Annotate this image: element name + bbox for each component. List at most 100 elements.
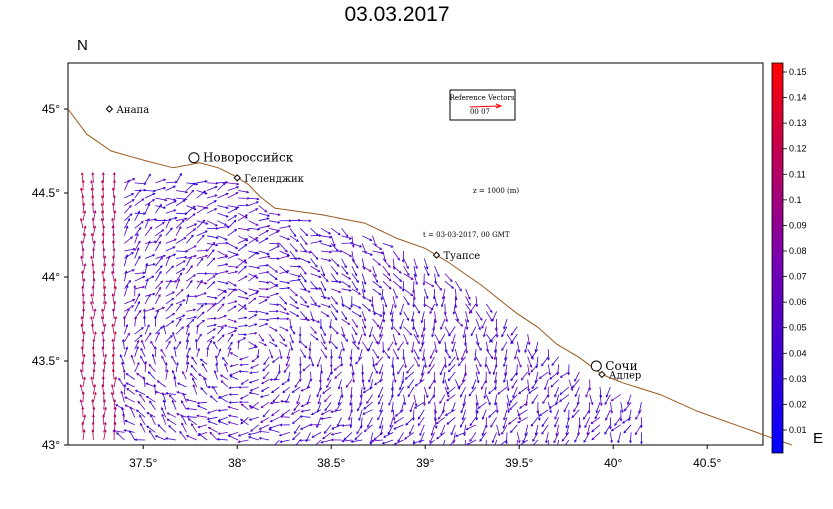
current-vector [134,233,139,244]
current-vector [238,190,249,193]
current-vector [442,402,446,414]
current-vector-head [248,418,252,421]
current-vector-head [147,371,151,375]
current-vector-head [205,206,209,210]
current-vector [93,271,95,282]
current-vector [124,308,130,320]
current-vector [320,364,323,374]
current-vector [217,235,228,241]
current-vector [258,271,269,274]
current-vector-head [124,419,128,423]
current-vector-head [399,326,403,330]
current-vector [269,230,279,237]
current-vector-head [193,308,197,312]
current-vector [350,417,353,428]
current-vector-head [192,213,196,216]
current-vector-head [556,372,560,376]
current-vector [124,218,130,229]
current-vector [405,371,415,380]
current-vector-head [254,344,258,347]
current-vector-head [576,402,580,406]
colorbar-tick-label: 0.02 [789,399,807,409]
current-vector-head [412,290,415,294]
current-vector [444,386,450,398]
current-vector [249,405,259,411]
current-vector [131,355,136,365]
current-vector [136,409,146,418]
current-vector-head [342,334,346,338]
current-vector [144,193,155,199]
current-vector-head [415,282,418,286]
current-vector [155,205,166,209]
current-vector [444,356,447,368]
current-vector-head [111,270,114,274]
current-vector [212,386,218,395]
current-vector [403,273,414,280]
current-vector [370,379,373,389]
current-vector-head [362,289,366,294]
current-vector [292,432,301,440]
current-vector [165,312,175,320]
current-vector [103,422,106,433]
current-vector-head [194,223,198,227]
current-vector [382,341,384,353]
current-vector-head [352,259,355,263]
current-vector [103,399,105,410]
current-vector-head [137,210,141,214]
current-vector-head [134,389,138,393]
current-vector-head [125,373,129,376]
current-vector [165,181,178,184]
current-vector [441,296,446,307]
current-vector [208,420,218,426]
current-vector [112,339,115,350]
current-vector [414,401,425,409]
current-vector [475,402,478,414]
current-vector [492,432,497,443]
current-vector-head [291,340,294,344]
current-vector [320,348,327,359]
current-vector [377,409,384,420]
current-vector [510,326,518,336]
current-vector-head [246,203,250,207]
current-vector [82,203,85,214]
current-vector-head [255,310,259,314]
current-vector [458,379,466,389]
current-vector-head [389,424,393,428]
current-vector-head [447,446,449,448]
current-vector-head [538,413,542,417]
current-vector-head [434,425,438,430]
current-vector [496,424,500,436]
current-vector [270,401,280,404]
current-vector [222,357,229,365]
current-vector [113,430,125,433]
current-vector-head [345,385,349,388]
current-vector [238,317,247,320]
current-vector [93,210,96,221]
current-vector-head [206,417,210,421]
current-vector-head [289,325,293,330]
current-vector [269,293,279,297]
current-vector-head [335,331,339,335]
current-vector-head [503,417,506,421]
current-vector-head [255,276,259,279]
current-vector-head [590,421,594,424]
current-vector-head [413,297,416,301]
current-vector-head [424,365,427,369]
current-vector [624,401,632,412]
current-vector [250,364,259,369]
current-vector-head [248,405,252,408]
current-vector-head [233,283,237,287]
current-vector [506,394,511,406]
current-vector-head [286,317,290,321]
current-vector [165,256,170,267]
current-vector-head [237,385,241,389]
current-vector-head [112,429,116,433]
current-vector [554,409,560,420]
current-vector [370,439,373,445]
current-vector-head [322,273,326,277]
current-vector-head [239,363,243,367]
current-vector-head [237,434,241,437]
current-vector [217,181,228,184]
current-vector-head [249,388,253,392]
current-vector-head [369,299,372,302]
